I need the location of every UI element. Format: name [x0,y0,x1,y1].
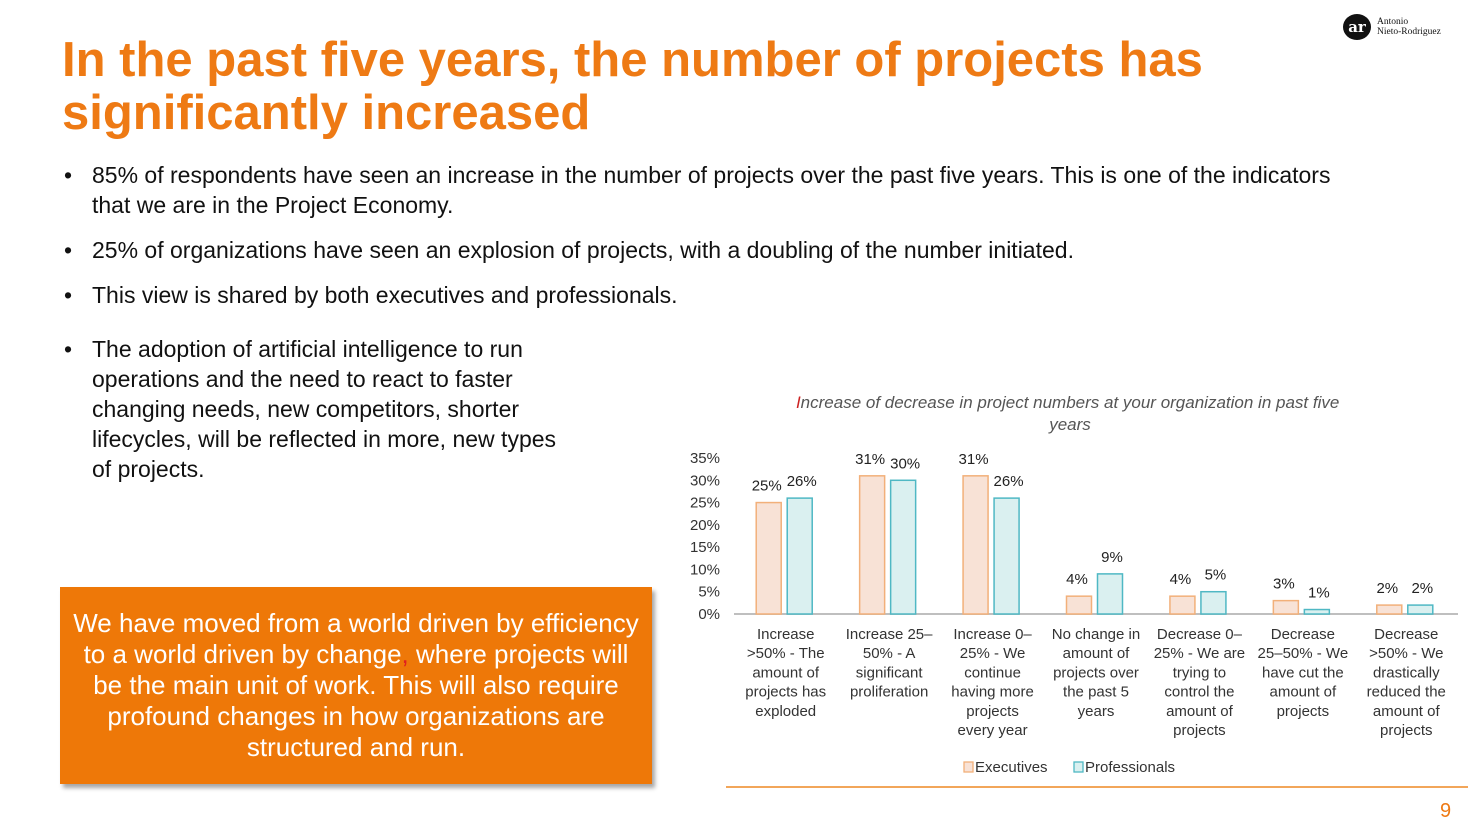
y-tick-label: 15% [690,539,720,556]
callout-text: We have moved from a world driven by eff… [60,608,652,763]
legend-label: Professionals [1085,759,1175,776]
bullet-item: 25% of organizations have seen an explos… [62,235,1362,265]
chart-title: Increase of decrease in project numbers … [796,393,1344,434]
brand-logo: ar Antonio Nieto-Rodriguez [1343,14,1463,42]
chart-title-first-letter: I [796,393,801,412]
y-tick-label: 20% [690,517,720,534]
bar-professionals [889,479,917,615]
bar-executives [1376,604,1403,615]
data-label: 9% [1101,549,1123,566]
x-tick-label: Decrease 0– 25% - We are trying to control … [1154,626,1245,739]
chart-divider-line [726,786,1468,788]
chart-title-line2: years [1048,415,1091,434]
data-label: 26% [787,473,817,490]
data-label: 2% [1376,580,1398,597]
y-axis: 0% 5% 10% 15% 20% 25% 30% 35% [690,450,1458,623]
bar-series: 25% 26% 31% 30% 31% 26% 4% 9% 4% 5% 3% 1% 2% 2% [752,451,1434,615]
data-label: 3% [1273,576,1295,593]
bar-professionals [993,497,1020,615]
page-number: 9 [1440,800,1452,822]
bullet-list-secondary: The adoption of artificial intelligence … [62,334,562,484]
data-label: 31% [855,451,885,468]
x-tick-label: Decrease 25–50% - We have cut the amount of… [1258,626,1349,720]
callout-red-mark: , [401,639,409,669]
y-tick-label: 30% [690,472,720,489]
bullet-list: 85% of respondents have seen an increase… [62,160,1362,325]
callout-box: We have moved from a world driven by eff… [60,587,652,784]
bar-executives [1065,595,1093,615]
x-tick-label: Increase 0– 25% - We continue having more pr… [951,626,1034,739]
bar-executives [858,475,886,615]
x-tick-label: No change in amount of projects over the pa… [1052,626,1140,720]
data-label: 5% [1205,567,1227,584]
y-tick-label: 35% [690,450,720,467]
bar-executives [1272,599,1300,615]
y-tick-label: 5% [698,584,720,601]
logo-name: Antonio Nieto-Rodriguez [1377,17,1441,37]
bar-professionals [1303,608,1331,615]
bar-professionals [1407,604,1434,615]
bar-executives [1169,595,1196,615]
legend-swatch-executives [963,761,974,773]
bar-professionals [1200,590,1227,615]
logo-name-line2: Nieto-Rodriguez [1377,27,1441,37]
data-label: 26% [994,473,1024,490]
logo-initials: ar [1343,14,1371,40]
data-label: 30% [890,455,920,472]
logo-name-line1: Antonio [1377,17,1409,27]
callout-text-part1: We have moved from a world driven by eff… [73,608,639,669]
x-tick-label: Decrease >50% - We drastically reduced the a… [1367,626,1446,739]
bullet-item: 85% of respondents have seen an increase… [62,160,1362,220]
data-label: 1% [1308,585,1330,602]
data-label: 2% [1411,580,1433,597]
data-label: 31% [959,451,989,468]
bar-executives [962,475,989,615]
chart-legend: Executives Professionals [963,759,1175,776]
callout-text-part2: where projects will be the main unit of … [93,639,629,762]
y-tick-label: 10% [690,561,720,578]
bar-executives [755,501,782,615]
data-label: 25% [752,478,782,495]
bullet-item: The adoption of artificial intelligence … [62,334,562,484]
chart-title-rest: ncrease of decrease in project numbers a… [801,393,1340,412]
y-tick-label: 25% [690,495,720,512]
y-tick-label: 0% [698,606,720,623]
legend-label: Executives [975,759,1048,776]
bar-professionals [1096,573,1124,615]
bullet-item: This view is shared by both executives a… [62,280,1362,310]
x-tick-label: Increase >50% - The amount of projects has e… [745,626,826,720]
bar-chart: Increase of decrease in project numbers … [690,393,1458,776]
legend-swatch-professionals [1073,761,1084,773]
x-axis: Increase >50% - The amount of projects has e… [745,626,1446,739]
data-label: 4% [1066,571,1088,588]
bar-professionals [786,497,813,615]
data-label: 4% [1170,571,1192,588]
slide-title: In the past five years, the number of pr… [62,33,1203,140]
